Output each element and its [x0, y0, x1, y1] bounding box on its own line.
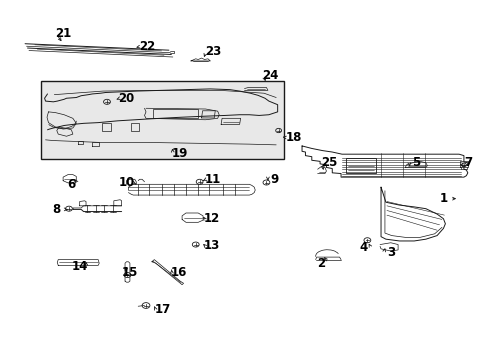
Text: 15: 15 — [122, 266, 138, 279]
Bar — [41, 81, 284, 159]
Bar — [131, 123, 139, 131]
Text: 4: 4 — [359, 241, 367, 254]
Text: 12: 12 — [203, 212, 219, 225]
Text: 8: 8 — [53, 203, 61, 216]
Bar — [345, 158, 375, 173]
Text: 3: 3 — [386, 246, 394, 259]
Text: 10: 10 — [118, 176, 134, 189]
Text: 24: 24 — [262, 69, 278, 82]
Text: 1: 1 — [439, 192, 447, 205]
Bar — [102, 123, 111, 131]
Text: 22: 22 — [139, 40, 155, 53]
Text: 18: 18 — [285, 131, 302, 144]
Text: 23: 23 — [204, 45, 221, 58]
Text: 14: 14 — [71, 260, 88, 273]
Text: 21: 21 — [55, 27, 71, 40]
Text: 7: 7 — [463, 156, 471, 169]
Text: 13: 13 — [203, 239, 219, 252]
Text: 5: 5 — [411, 156, 419, 169]
Bar — [153, 109, 197, 118]
Text: 17: 17 — [154, 303, 170, 316]
Text: 19: 19 — [171, 147, 187, 159]
Text: 25: 25 — [320, 156, 336, 169]
Text: 2: 2 — [317, 257, 325, 270]
Text: 20: 20 — [118, 92, 134, 105]
Text: 16: 16 — [170, 266, 186, 279]
Text: 9: 9 — [270, 173, 278, 186]
Text: 11: 11 — [204, 173, 221, 186]
Text: 6: 6 — [67, 178, 75, 191]
